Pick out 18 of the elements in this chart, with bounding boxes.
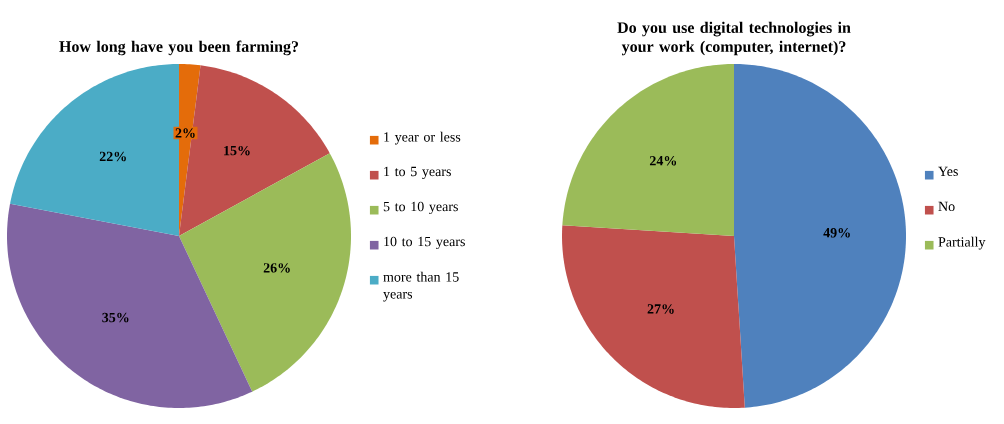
data-label: 27%	[647, 304, 674, 314]
legend-label: No	[938, 201, 955, 212]
chart-title: How long have you been farming?	[59, 40, 299, 56]
legend-label: 1 year or less	[384, 131, 461, 145]
data-label: 35%	[102, 312, 129, 323]
legend-label: 1 to 5 years	[384, 166, 451, 180]
data-label: 49%	[823, 228, 850, 238]
legend-label: Partially	[938, 236, 986, 250]
legend-label: more than 15 years	[383, 271, 459, 302]
legend-label: 10 to 15 years	[384, 236, 465, 250]
chart-title: Do you use digital technologies in your work (computer, internet)?	[617, 21, 851, 56]
data-label: 22%	[99, 151, 126, 162]
legend-label: Yes	[938, 166, 958, 177]
data-label: 26%	[263, 263, 290, 273]
legend-label: 5 to 10 years	[383, 201, 458, 215]
data-label: 15%	[224, 145, 250, 156]
data-label: 24%	[649, 156, 677, 166]
data-label: 2%	[175, 128, 195, 138]
